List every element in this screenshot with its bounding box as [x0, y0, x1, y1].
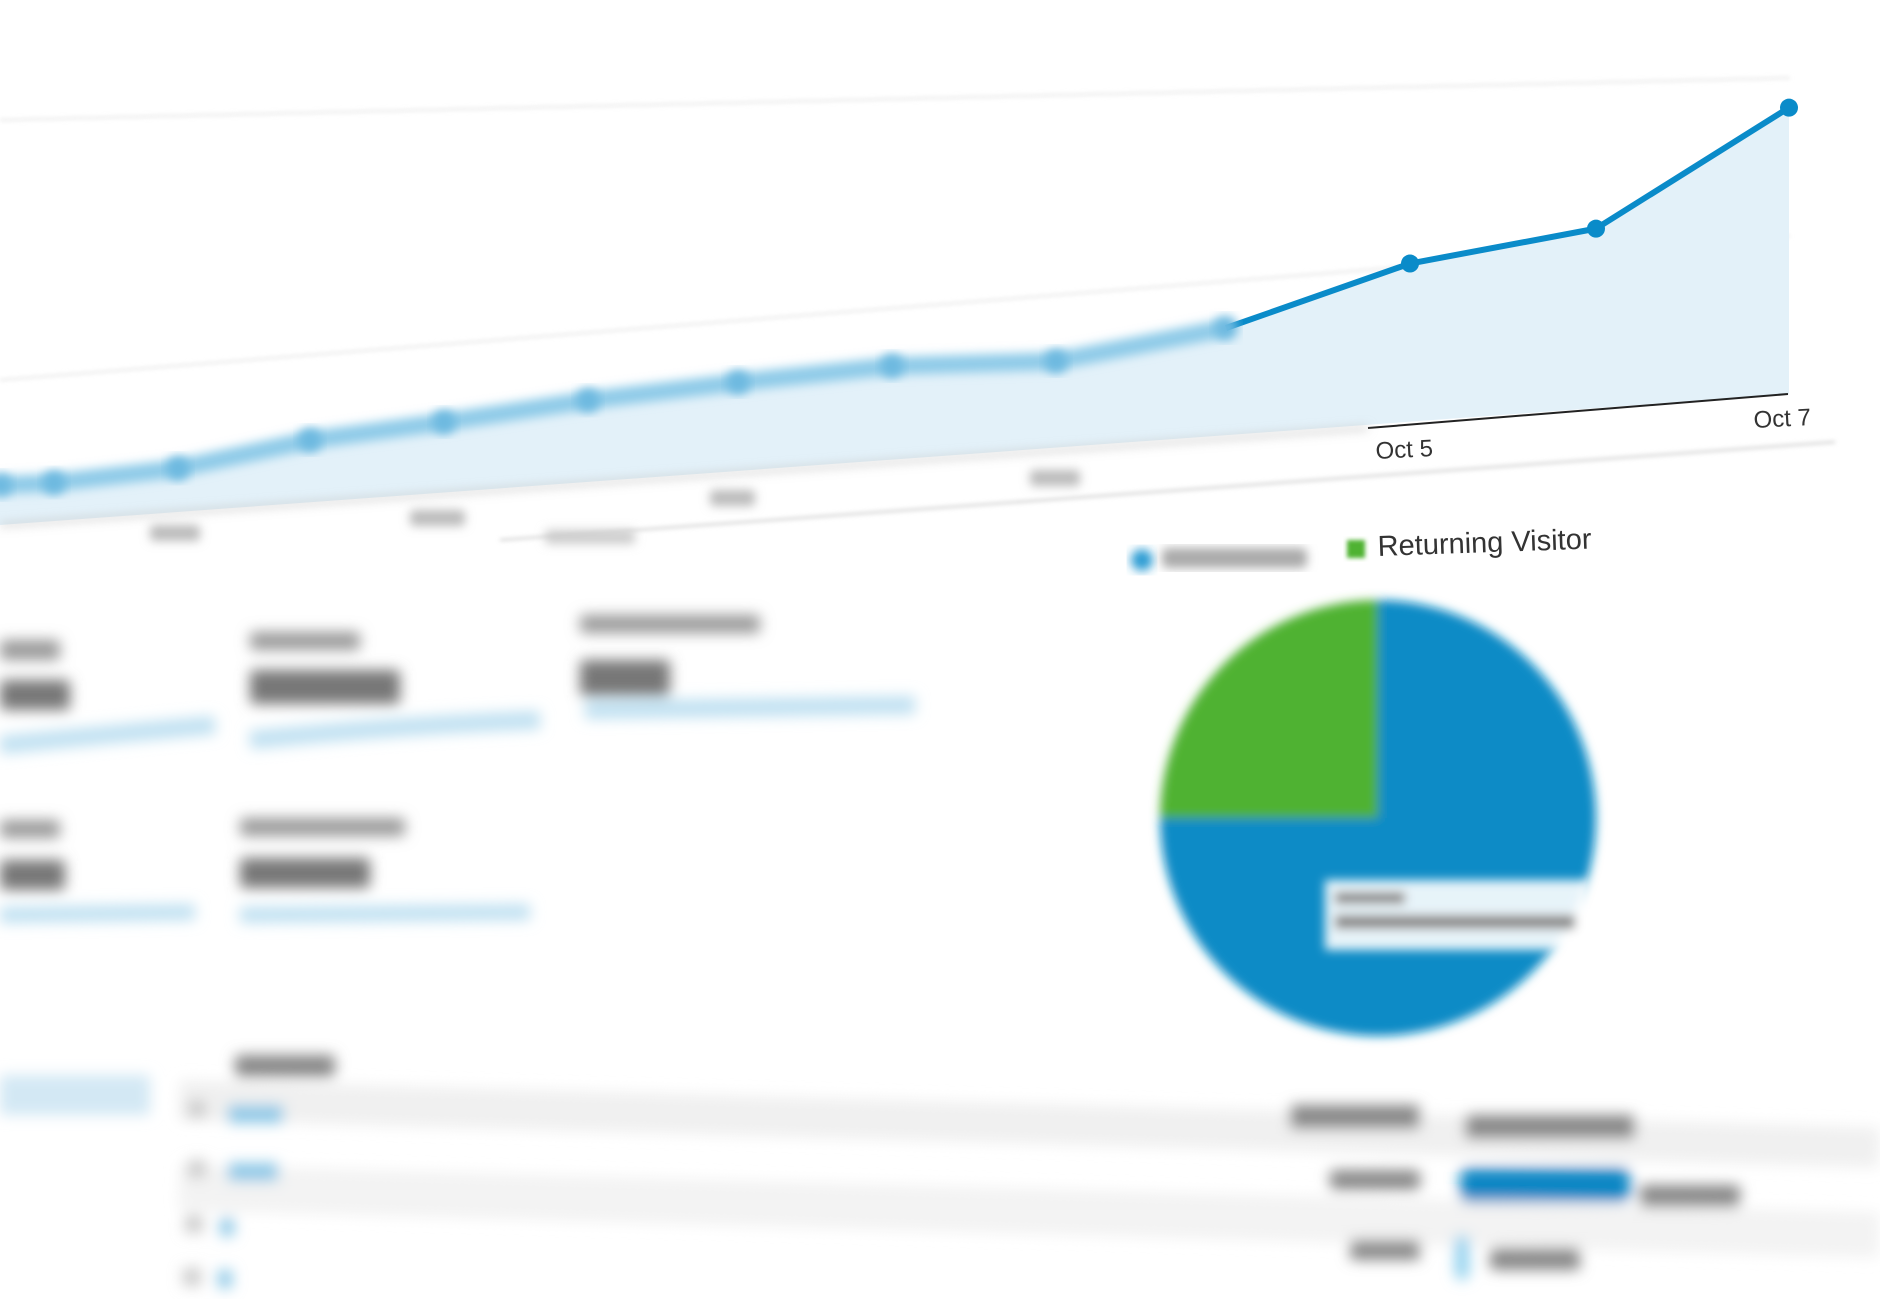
blurred-tick-labels [150, 470, 1080, 544]
data-point[interactable] [726, 370, 750, 395]
sessions-line-chart [0, 98, 1798, 526]
data-point[interactable] [42, 470, 66, 495]
legend-swatch-new-visitor [1131, 549, 1153, 571]
visitor-pie-chart [1160, 600, 1596, 1036]
data-point[interactable] [1214, 316, 1238, 341]
area-fill [0, 107, 1789, 526]
gridline [0, 77, 1791, 121]
data-point[interactable] [0, 472, 12, 497]
series-line [0, 319, 1228, 494]
legend-label-blurred [1162, 548, 1307, 568]
x-axis-blurred [0, 426, 1369, 527]
data-point[interactable] [298, 428, 322, 453]
data-point[interactable] [1587, 219, 1605, 238]
data-point[interactable] [1401, 254, 1419, 273]
pie-tooltip [1325, 880, 1590, 950]
table-row[interactable] [183, 1268, 232, 1288]
metric-card [239, 818, 531, 923]
data-point[interactable] [1044, 349, 1068, 374]
data-point[interactable] [880, 353, 904, 378]
series-line [1225, 105, 1791, 331]
pie-slice[interactable] [1160, 600, 1378, 818]
acquisition-table [0, 1055, 1880, 1288]
table-row[interactable] [185, 1215, 234, 1236]
legend-swatch-returning-visitor [1347, 540, 1365, 558]
data-point[interactable] [166, 456, 190, 481]
table-row[interactable] [188, 1160, 1580, 1280]
table-row[interactable] [188, 1100, 1740, 1207]
x-tick-label: Oct 7 [1753, 404, 1812, 434]
data-point[interactable] [576, 388, 600, 413]
x-tick-label: Oct 5 [1375, 435, 1434, 465]
data-point[interactable] [1780, 98, 1798, 117]
metric-cards [0, 615, 916, 923]
metric-card [0, 640, 216, 754]
axis-underline [499, 441, 1836, 541]
legend-label-returning-visitor: Returning Visitor [1377, 524, 1592, 563]
metric-card [249, 632, 541, 749]
metric-card [0, 820, 196, 923]
data-point[interactable] [432, 409, 456, 434]
pie-legend: Returning Visitor [1131, 524, 1592, 571]
x-axis [1367, 393, 1789, 429]
line-segment-blurred [0, 319, 1228, 494]
metric-card [580, 615, 916, 719]
